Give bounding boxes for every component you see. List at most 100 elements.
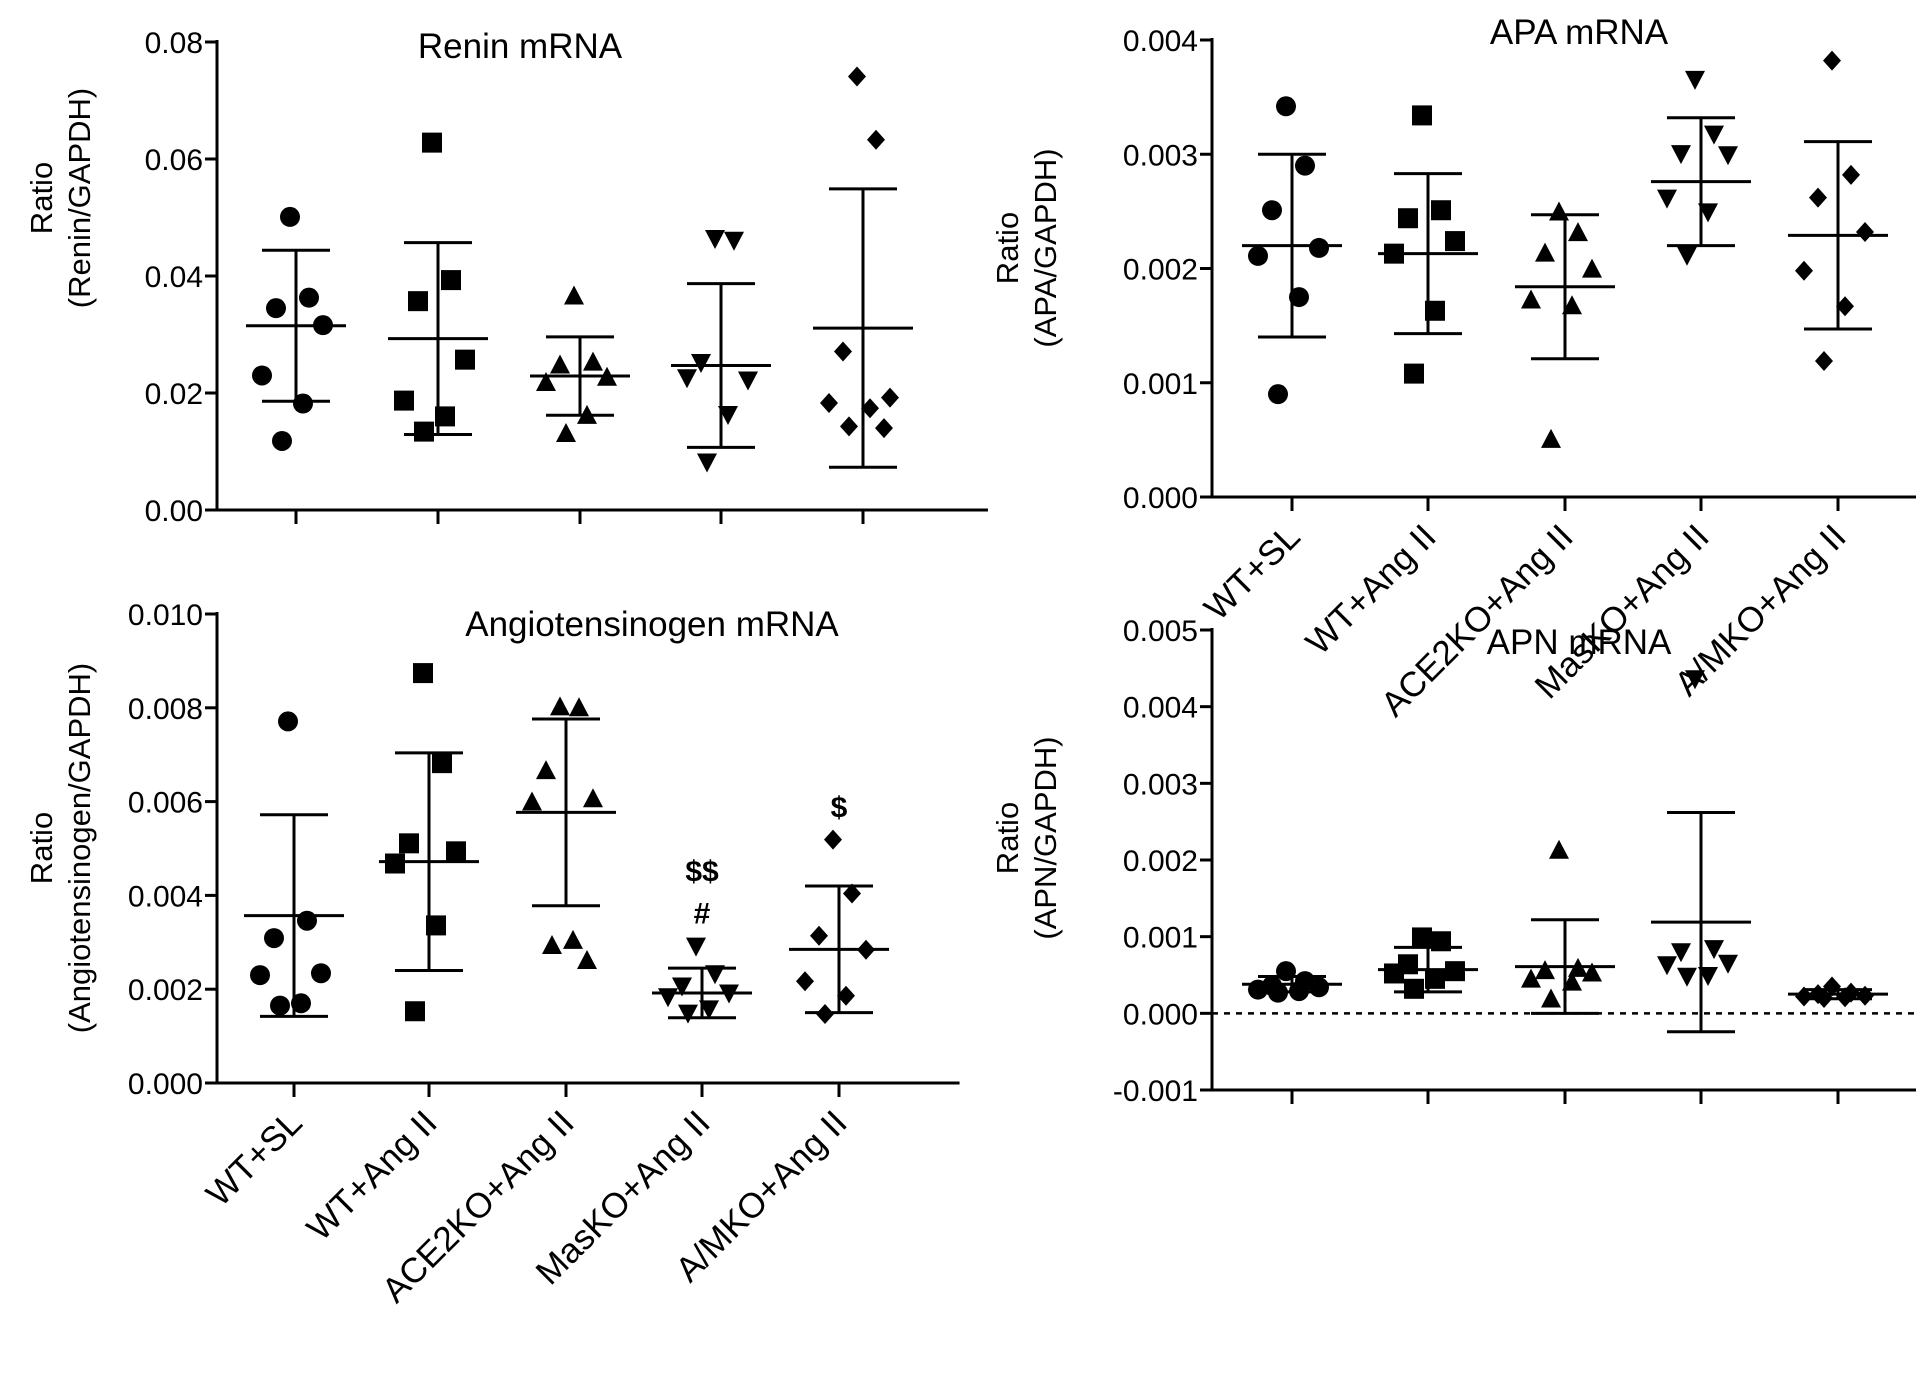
y-tick-label: 0.000 <box>128 1068 203 1101</box>
data-point <box>577 950 597 970</box>
data-point <box>796 971 814 992</box>
data-point <box>1704 940 1724 960</box>
data-point <box>1815 351 1833 372</box>
y-axis-label-line: (APN/GAPDH) <box>1028 736 1063 939</box>
data-point <box>536 372 556 392</box>
y-tick-label: 0.06 <box>145 144 203 177</box>
data-point <box>556 422 576 442</box>
data-point <box>658 988 678 1008</box>
significance-mark: $$ <box>685 856 719 889</box>
data-point <box>297 910 317 931</box>
y-tick-label: 0.000 <box>1123 998 1198 1031</box>
y-tick-label: 0.003 <box>1123 139 1198 172</box>
data-point <box>394 390 414 411</box>
group-1 <box>244 711 344 1018</box>
group-2 <box>1378 927 1478 999</box>
data-point <box>1535 960 1555 980</box>
chart-panel-4: -0.001 0.000 0.001 0.002 0.003 0.004 0.005 APN … <box>990 615 1916 1108</box>
data-point <box>1541 428 1561 448</box>
data-point <box>1404 978 1424 999</box>
data-point <box>705 965 725 985</box>
y-axis-label-line: Ratio <box>24 812 59 884</box>
data-point <box>299 287 319 308</box>
group-2 <box>1378 105 1478 384</box>
group-1 <box>246 206 346 451</box>
data-point <box>810 925 828 946</box>
data-point <box>569 697 589 717</box>
data-point <box>1842 164 1860 185</box>
data-point <box>848 66 866 87</box>
data-point <box>1262 200 1282 221</box>
y-tick-label: 0.001 <box>1123 922 1198 955</box>
data-point <box>1412 105 1432 126</box>
data-point <box>293 393 313 414</box>
data-point <box>1823 50 1841 71</box>
data-point <box>1309 977 1329 998</box>
data-point <box>550 354 570 374</box>
data-point <box>1276 96 1296 117</box>
data-point <box>686 937 706 957</box>
data-point <box>691 353 711 373</box>
data-point <box>843 883 861 904</box>
group-1 <box>1242 961 1342 1003</box>
y-tick-label: 0.004 <box>1123 692 1198 725</box>
group-5 <box>1788 976 1888 1008</box>
group-3 <box>1515 201 1615 448</box>
chart-title: Renin mRNA <box>418 27 623 66</box>
data-point <box>422 132 442 153</box>
data-point <box>1562 971 1582 991</box>
chart-title: APN mRNA <box>1487 623 1672 662</box>
data-point <box>270 995 290 1016</box>
data-point <box>1809 187 1827 208</box>
data-point <box>820 392 838 413</box>
data-point <box>1718 954 1738 974</box>
group-2 <box>388 132 488 442</box>
data-point <box>718 406 738 426</box>
data-point <box>1704 125 1724 145</box>
y-axis-label-line: (Renin/GAPDH) <box>62 88 97 309</box>
data-point <box>837 985 855 1006</box>
data-point <box>446 841 466 862</box>
data-point <box>414 421 434 442</box>
y-tick-label: 0.010 <box>128 599 203 632</box>
data-point <box>583 788 603 808</box>
data-point <box>738 371 758 391</box>
data-point <box>1718 146 1738 166</box>
y-tick-label: 0.002 <box>1123 254 1198 287</box>
data-point <box>432 753 452 774</box>
data-point <box>1685 70 1705 90</box>
data-point <box>455 349 475 370</box>
data-point <box>1795 986 1813 1007</box>
data-point <box>408 291 428 312</box>
group-2 <box>379 663 479 1022</box>
data-point <box>426 915 446 936</box>
chart-panel-3: 0.000 0.002 0.004 0.006 0.008 0.010 Angiotensi… <box>24 599 960 1310</box>
data-point <box>824 829 842 850</box>
data-point <box>522 791 542 811</box>
data-point <box>697 453 717 473</box>
group-1 <box>1242 96 1342 405</box>
group-5 <box>1788 50 1888 372</box>
chart-panel-1: 0.00 0.02 0.04 0.06 0.08 Renin mRNA Ratio(Reni… <box>24 27 988 528</box>
group-3 <box>516 696 616 970</box>
data-point <box>1698 203 1718 223</box>
data-point <box>542 935 562 955</box>
y-axis-label: Ratio(APA/GAPDH) <box>990 148 1063 347</box>
data-point <box>1685 670 1705 690</box>
data-point <box>264 928 284 949</box>
group-5 <box>813 66 913 469</box>
data-point <box>250 965 270 986</box>
data-point <box>1657 956 1677 976</box>
group-4 <box>1651 70 1751 266</box>
data-point <box>678 1004 698 1024</box>
y-tick-label: 0.006 <box>128 787 203 820</box>
data-point <box>881 387 899 408</box>
data-point <box>672 977 692 997</box>
data-point <box>278 711 298 732</box>
data-point <box>1541 988 1561 1008</box>
data-point <box>1248 245 1268 266</box>
data-point <box>1268 384 1288 405</box>
data-point <box>583 351 603 371</box>
data-point <box>1425 968 1445 989</box>
